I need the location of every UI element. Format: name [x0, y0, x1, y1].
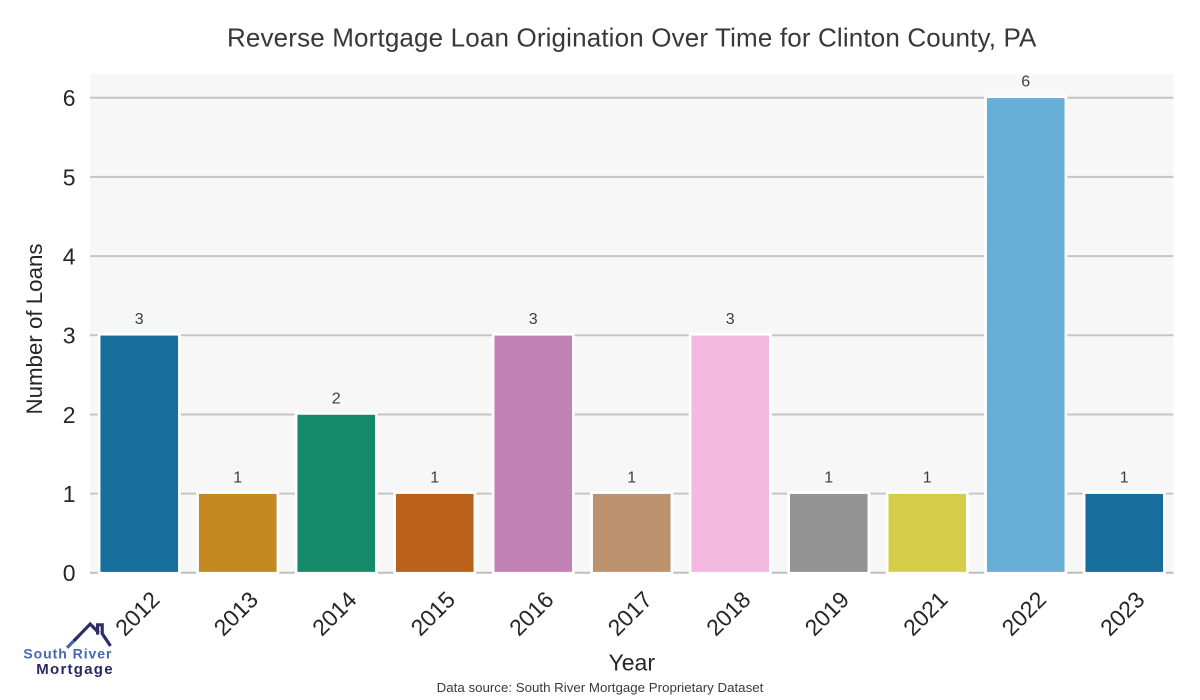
svg-text:Year: Year	[609, 649, 656, 675]
svg-text:2019: 2019	[800, 586, 855, 641]
svg-text:1: 1	[1120, 470, 1129, 487]
svg-text:3: 3	[135, 311, 144, 328]
svg-text:3: 3	[529, 311, 538, 328]
svg-text:2021: 2021	[898, 586, 953, 641]
svg-text:Reverse Mortgage Loan Originat: Reverse Mortgage Loan Origination Over T…	[227, 23, 1037, 53]
svg-text:1: 1	[430, 470, 439, 487]
svg-text:2014: 2014	[307, 586, 362, 641]
svg-text:2012: 2012	[110, 586, 165, 641]
svg-text:2: 2	[332, 390, 341, 407]
svg-text:South River: South River	[23, 645, 112, 661]
svg-text:3: 3	[726, 311, 735, 328]
svg-text:2023: 2023	[1095, 586, 1150, 641]
svg-text:4: 4	[63, 244, 76, 270]
svg-text:2013: 2013	[209, 586, 264, 641]
svg-text:2: 2	[63, 402, 76, 428]
svg-text:5: 5	[63, 164, 76, 190]
svg-text:3: 3	[63, 323, 76, 349]
svg-text:2015: 2015	[406, 586, 461, 641]
svg-text:1: 1	[923, 470, 932, 487]
svg-text:2017: 2017	[603, 586, 658, 641]
svg-text:2016: 2016	[504, 586, 559, 641]
svg-text:0: 0	[63, 560, 76, 586]
svg-text:Data source: South River Mortg: Data source: South River Mortgage Propri…	[437, 680, 764, 695]
svg-text:Number of Loans: Number of Loans	[22, 243, 47, 414]
svg-text:Mortgage: Mortgage	[36, 661, 114, 678]
svg-text:1: 1	[627, 470, 636, 487]
svg-text:2022: 2022	[997, 586, 1052, 641]
svg-text:1: 1	[63, 481, 76, 507]
svg-text:6: 6	[63, 85, 76, 111]
svg-text:2018: 2018	[701, 586, 756, 641]
svg-text:6: 6	[1021, 74, 1030, 91]
svg-text:1: 1	[233, 470, 242, 487]
svg-text:1: 1	[824, 470, 833, 487]
